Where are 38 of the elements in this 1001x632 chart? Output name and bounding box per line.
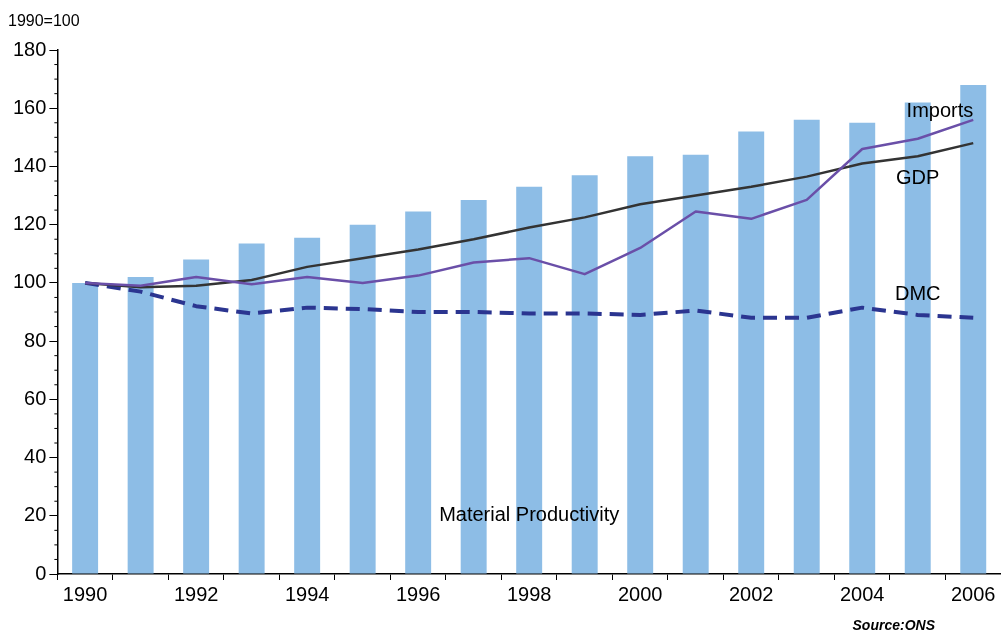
bar: [849, 122, 876, 574]
x-tick-label: 2006: [951, 582, 996, 605]
y-tick-label: 60: [24, 386, 47, 409]
series-label: Material Productivity: [439, 503, 620, 526]
bar: [405, 211, 432, 574]
bar: [627, 156, 654, 574]
y-tick-label: 40: [24, 445, 47, 468]
y-tick-label: 20: [24, 503, 47, 526]
line-series: [83, 280, 976, 320]
y-tick-label: 100: [12, 270, 47, 293]
x-tick-label: 1990: [62, 582, 108, 605]
y-tick-label: 120: [12, 212, 47, 235]
x-tick-label: 1994: [284, 582, 330, 605]
x-tick-label: 2002: [728, 582, 774, 605]
y-tick-label: 80: [24, 328, 47, 351]
x-tick-label: 2000: [617, 582, 663, 605]
y-tick-label: 140: [12, 153, 47, 176]
bar: [294, 237, 321, 574]
bar: [682, 154, 709, 574]
source-note: Source:ONS: [852, 617, 936, 632]
y-tick-label: 0: [35, 561, 47, 584]
y-tick-label: 160: [12, 95, 47, 118]
series-label: Imports: [906, 98, 974, 121]
x-tick-label: 1998: [506, 582, 552, 605]
bar: [72, 282, 99, 574]
y-tick-label: 180: [12, 37, 47, 60]
y-axis-title: 1990=100: [8, 12, 80, 29]
bar: [349, 224, 376, 574]
bar: [183, 259, 210, 574]
bar: [738, 131, 765, 574]
bar: [793, 119, 820, 574]
x-tick-label: 2004: [839, 582, 885, 605]
series-label: DMC: [894, 282, 941, 305]
bar: [127, 277, 154, 574]
x-tick-label: 1996: [395, 582, 441, 605]
series-label: GDP: [896, 165, 940, 188]
bar: [238, 243, 265, 574]
x-tick-label: 1992: [173, 582, 219, 605]
